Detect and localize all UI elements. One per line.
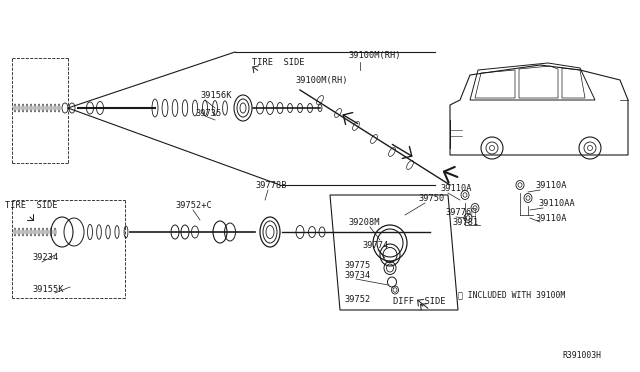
Text: 39734: 39734 xyxy=(344,270,371,279)
Text: ※ INCLUDED WITH 39100M: ※ INCLUDED WITH 39100M xyxy=(458,291,565,299)
Text: 39781: 39781 xyxy=(452,218,478,227)
Text: TIRE  SIDE: TIRE SIDE xyxy=(5,201,58,209)
Text: R391003H: R391003H xyxy=(562,350,601,359)
Text: 39100M(RH): 39100M(RH) xyxy=(295,76,348,84)
Text: 39100M(RH): 39100M(RH) xyxy=(348,51,401,60)
Text: 39752: 39752 xyxy=(344,295,371,305)
Text: 39750: 39750 xyxy=(418,193,444,202)
Text: 39110A: 39110A xyxy=(535,214,566,222)
Text: 39776※: 39776※ xyxy=(445,208,477,217)
Text: 39775: 39775 xyxy=(344,260,371,269)
Text: 39110A: 39110A xyxy=(535,180,566,189)
Text: 39155K: 39155K xyxy=(32,285,63,295)
Text: 39208M: 39208M xyxy=(348,218,380,227)
Text: 39110AA: 39110AA xyxy=(538,199,575,208)
Text: 39778B: 39778B xyxy=(255,180,287,189)
Text: 39234: 39234 xyxy=(32,253,58,263)
Text: TIRE  SIDE: TIRE SIDE xyxy=(252,58,305,67)
Text: 39774: 39774 xyxy=(362,241,388,250)
Text: 39110A: 39110A xyxy=(440,183,472,192)
Text: 39156K: 39156K xyxy=(200,90,232,99)
Text: DIFF  SIDE: DIFF SIDE xyxy=(393,298,445,307)
Text: 39752+C: 39752+C xyxy=(175,201,212,209)
Text: 39735: 39735 xyxy=(195,109,221,118)
